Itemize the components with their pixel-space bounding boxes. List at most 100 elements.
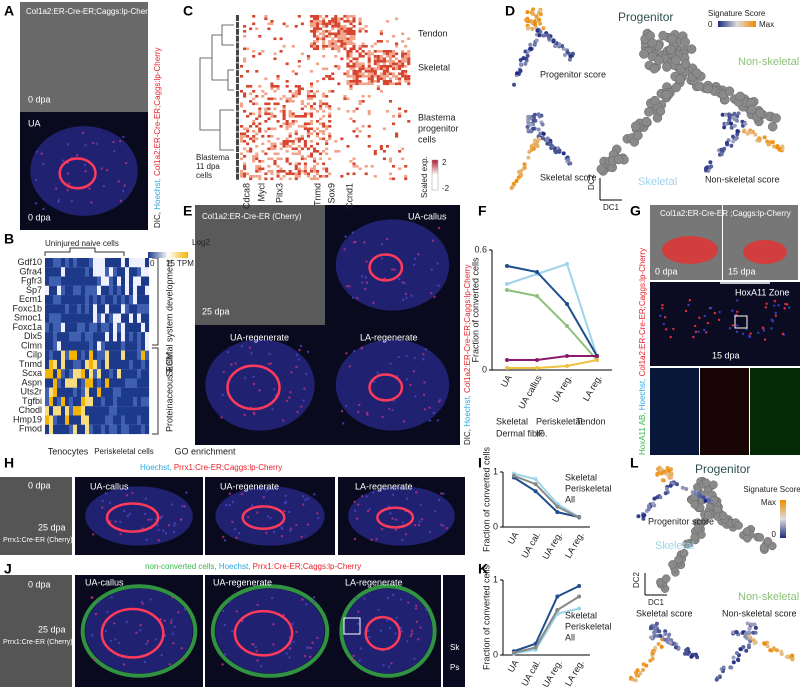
decoration bbox=[273, 102, 277, 106]
decoration bbox=[331, 17, 335, 21]
decoration bbox=[401, 521, 405, 524]
decoration bbox=[358, 70, 362, 73]
decoration bbox=[388, 50, 393, 53]
decoration bbox=[370, 52, 374, 56]
decoration bbox=[415, 620, 419, 624]
decoration bbox=[105, 502, 160, 533]
decoration bbox=[409, 634, 413, 638]
color-scale bbox=[718, 21, 756, 27]
decoration bbox=[297, 60, 301, 63]
decoration bbox=[101, 332, 106, 342]
decoration bbox=[413, 657, 416, 661]
decoration bbox=[306, 130, 310, 133]
decoration bbox=[285, 97, 289, 101]
decoration bbox=[759, 543, 769, 552]
decoration bbox=[379, 30, 383, 33]
decoration bbox=[137, 415, 142, 425]
decoration bbox=[774, 311, 777, 315]
decoration bbox=[641, 667, 646, 672]
decoration bbox=[753, 132, 758, 137]
decoration bbox=[125, 396, 130, 407]
decoration bbox=[73, 424, 78, 435]
decoration bbox=[282, 45, 286, 48]
decoration bbox=[738, 647, 743, 652]
x-tick-label: LA reg. bbox=[563, 658, 586, 687]
decoration bbox=[736, 111, 741, 116]
decoration bbox=[105, 387, 110, 398]
cherry-signal bbox=[662, 236, 718, 264]
decoration bbox=[141, 258, 146, 268]
decoration bbox=[243, 135, 247, 138]
decoration bbox=[243, 155, 247, 158]
legend-label: Periskeletal bbox=[536, 416, 583, 426]
decoration bbox=[137, 267, 142, 277]
gene-label: Ecm1 bbox=[19, 294, 42, 304]
decoration bbox=[85, 396, 90, 407]
decoration bbox=[322, 95, 326, 98]
decoration bbox=[145, 359, 150, 370]
decoration bbox=[297, 115, 301, 118]
decoration bbox=[560, 44, 565, 49]
decoration bbox=[65, 276, 70, 286]
decoration bbox=[701, 495, 706, 500]
decoration bbox=[731, 324, 734, 327]
decoration bbox=[141, 378, 146, 388]
decoration bbox=[252, 102, 256, 106]
decoration bbox=[141, 369, 146, 379]
decoration bbox=[514, 178, 519, 183]
point bbox=[555, 510, 560, 515]
decoration bbox=[258, 167, 262, 171]
decoration bbox=[688, 299, 692, 302]
decoration bbox=[386, 619, 389, 622]
decoration bbox=[129, 387, 134, 398]
decoration bbox=[240, 152, 244, 156]
point bbox=[533, 645, 538, 650]
decoration bbox=[352, 20, 356, 23]
decoration bbox=[267, 362, 270, 366]
decoration bbox=[565, 50, 570, 55]
decoration bbox=[243, 110, 247, 113]
decoration bbox=[306, 646, 310, 649]
decoration bbox=[101, 285, 106, 296]
decoration bbox=[61, 295, 66, 305]
decoration bbox=[276, 120, 280, 123]
decoration bbox=[157, 539, 161, 542]
decoration bbox=[143, 660, 147, 664]
decoration bbox=[358, 22, 362, 26]
decoration bbox=[352, 67, 356, 71]
decoration bbox=[66, 172, 70, 175]
decoration bbox=[119, 520, 122, 524]
decoration bbox=[376, 77, 380, 81]
decoration bbox=[255, 649, 258, 653]
decoration bbox=[145, 332, 150, 342]
decoration bbox=[162, 529, 165, 532]
decoration bbox=[273, 85, 277, 88]
decoration bbox=[303, 125, 307, 128]
decoration bbox=[121, 341, 126, 351]
decoration bbox=[388, 177, 393, 181]
decoration bbox=[93, 424, 98, 435]
decoration bbox=[264, 172, 268, 176]
decoration bbox=[312, 32, 317, 36]
decoration bbox=[334, 42, 338, 46]
decoration bbox=[279, 170, 283, 173]
decoration bbox=[85, 285, 90, 296]
decoration bbox=[404, 57, 408, 61]
decoration bbox=[395, 75, 399, 78]
decoration bbox=[724, 86, 735, 96]
decoration bbox=[141, 350, 146, 360]
decoration bbox=[325, 30, 329, 33]
decoration bbox=[352, 45, 356, 48]
decoration bbox=[784, 302, 787, 306]
decoration bbox=[167, 524, 171, 527]
decoration bbox=[345, 404, 348, 408]
panel-letter: B bbox=[4, 231, 14, 247]
decoration bbox=[236, 166, 239, 173]
decoration bbox=[762, 135, 767, 140]
decoration bbox=[129, 258, 134, 268]
decoration bbox=[276, 170, 280, 173]
decoration bbox=[392, 50, 396, 53]
decoration bbox=[273, 127, 277, 131]
decoration bbox=[300, 52, 304, 56]
decoration bbox=[112, 140, 115, 144]
